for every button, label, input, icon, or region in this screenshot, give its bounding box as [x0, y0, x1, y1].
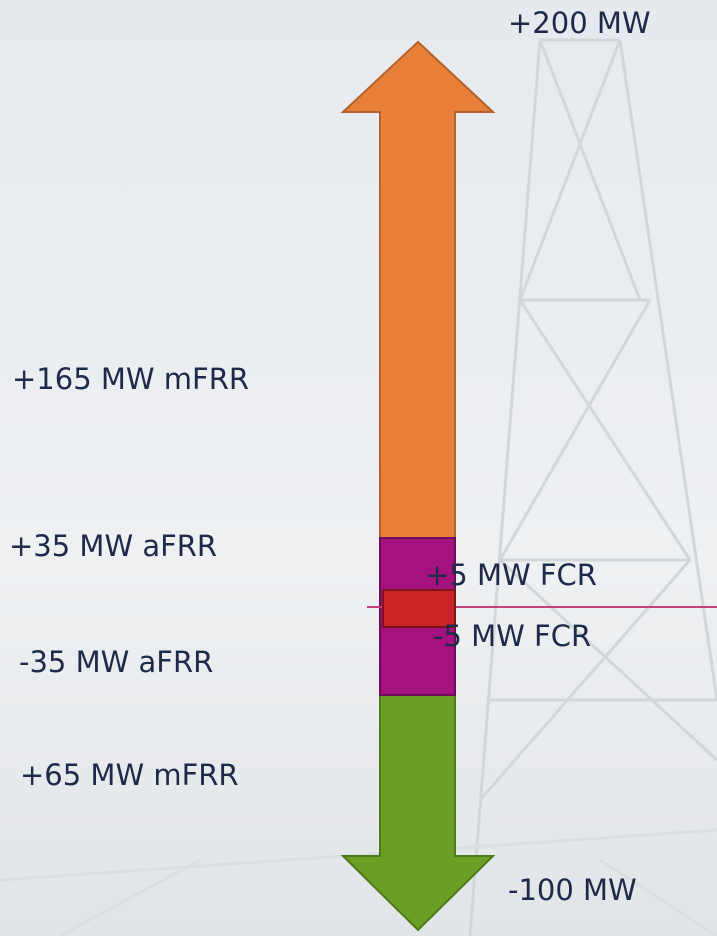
label: +5 MW FCR — [425, 558, 597, 592]
label: +65 MW mFRR — [20, 758, 239, 792]
label: +200 MW — [508, 6, 651, 40]
label: -5 MW FCR — [433, 619, 591, 653]
diagram: +200 MW +165 MW mFRR +35 MW aFRR +5 MW F… — [0, 0, 717, 936]
page: {"labels": { "upper_limit": "+200 MW", "… — [0, 0, 717, 936]
label: -100 MW — [508, 873, 637, 907]
background — [0, 0, 717, 936]
label: +165 MW mFRR — [12, 362, 249, 396]
label: +35 MW aFRR — [9, 529, 217, 563]
label: -35 MW aFRR — [19, 645, 213, 679]
